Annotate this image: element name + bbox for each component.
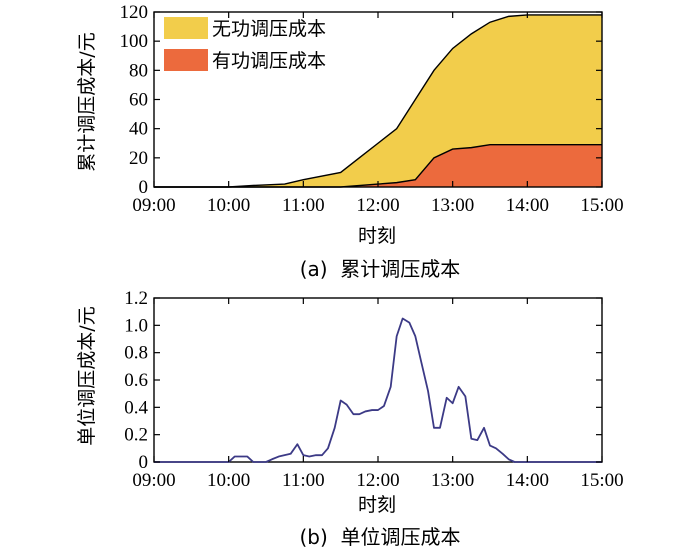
chart-a-y-axis-title: 累计调压成本/元 <box>76 32 98 171</box>
x-tick-label: 11:00 <box>282 195 325 216</box>
x-tick-label: 09:00 <box>132 195 175 216</box>
area-reactive-cost-outline <box>154 14 602 188</box>
y-tick-label: 100 <box>120 31 149 52</box>
legend-label-active: 有功调压成本 <box>212 50 326 72</box>
y-tick-label: 20 <box>129 148 148 169</box>
y-tick-label: 1.2 <box>124 288 148 309</box>
legend-label-reactive: 无功调压成本 <box>212 18 326 40</box>
chart-a-areas <box>154 14 602 188</box>
y-tick-label: 0.6 <box>124 370 148 391</box>
x-tick-label: 12:00 <box>356 470 399 491</box>
x-tick-label: 14:00 <box>506 195 549 216</box>
y-tick-label: 40 <box>129 119 148 140</box>
chart-a-x-axis: 09:00 10:00 11:00 12:00 13:00 14:00 15:00 <box>132 12 624 216</box>
area-active-cost-outline <box>154 144 602 188</box>
x-tick-label: 10:00 <box>207 470 250 491</box>
area-reactive-cost <box>154 14 602 187</box>
x-tick-label: 13:00 <box>431 470 474 491</box>
y-tick-label: 80 <box>129 60 148 81</box>
y-tick-label: 1.0 <box>124 315 148 336</box>
x-tick-label: 09:00 <box>132 470 175 491</box>
y-tick-label: 0 <box>139 452 149 473</box>
y-tick-label: 0 <box>139 177 149 198</box>
chart-b-plot-frame <box>153 297 603 463</box>
y-tick-label: 0.8 <box>124 343 148 364</box>
chart-b-caption: (b) 单位调压成本 <box>299 525 460 549</box>
y-tick-label: 0.2 <box>124 425 148 446</box>
x-tick-label: 12:00 <box>356 195 399 216</box>
x-tick-label: 10:00 <box>207 195 250 216</box>
x-tick-label: 14:00 <box>506 470 549 491</box>
y-tick-label: 0.4 <box>124 397 148 418</box>
chart-b-y-axis: 0 0.2 0.4 0.6 0.8 1.0 1.2 <box>124 288 602 473</box>
y-tick-label: 120 <box>120 2 149 23</box>
chart-b-series <box>154 317 602 463</box>
area-active-cost <box>154 144 602 187</box>
unit-cost-line <box>154 317 602 463</box>
legend-swatch-reactive <box>164 17 208 39</box>
chart-a-cumulative-cost: 0 20 40 60 80 100 120 09:00 10:00 11:00 12:00 13:0… <box>76 2 624 281</box>
x-tick-label: 15:00 <box>580 195 623 216</box>
chart-b-x-axis-title: 时刻 <box>358 494 396 516</box>
chart-a-legend: 无功调压成本 有功调压成本 <box>164 17 326 72</box>
x-tick-label: 11:00 <box>282 470 325 491</box>
x-tick-label: 13:00 <box>431 195 474 216</box>
chart-b-unit-cost: 0 0.2 0.4 0.6 0.8 1.0 1.2 09:00 10:00 11:00 12:00… <box>76 288 624 549</box>
chart-b-x-axis: 09:00 10:00 11:00 12:00 13:00 14:00 15:00 <box>132 298 624 491</box>
x-tick-label: 15:00 <box>580 470 623 491</box>
y-tick-label: 60 <box>129 90 148 111</box>
chart-a-caption: (a) 累计调压成本 <box>300 257 461 281</box>
chart-a-y-axis: 0 20 40 60 80 100 120 <box>120 2 602 198</box>
legend-swatch-active <box>164 49 208 71</box>
chart-b-y-axis-title: 单位调压成本/元 <box>76 306 98 445</box>
chart-a-x-axis-title: 时刻 <box>358 225 396 247</box>
